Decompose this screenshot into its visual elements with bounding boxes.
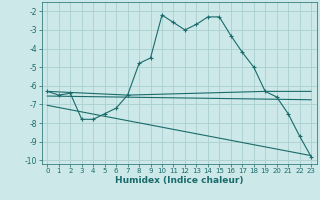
X-axis label: Humidex (Indice chaleur): Humidex (Indice chaleur)	[115, 176, 244, 185]
